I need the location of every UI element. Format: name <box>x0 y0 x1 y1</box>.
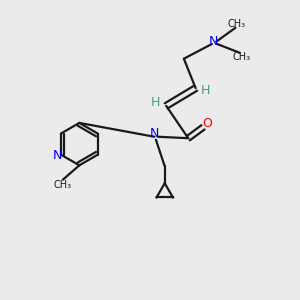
Text: CH₃: CH₃ <box>53 180 72 190</box>
Text: H: H <box>200 84 210 97</box>
Text: N: N <box>208 35 218 48</box>
Text: O: O <box>202 117 212 130</box>
Text: CH₃: CH₃ <box>227 19 245 29</box>
Text: CH₃: CH₃ <box>232 52 250 62</box>
Text: H: H <box>150 96 160 109</box>
Text: N: N <box>150 127 159 140</box>
Text: N: N <box>52 149 62 162</box>
